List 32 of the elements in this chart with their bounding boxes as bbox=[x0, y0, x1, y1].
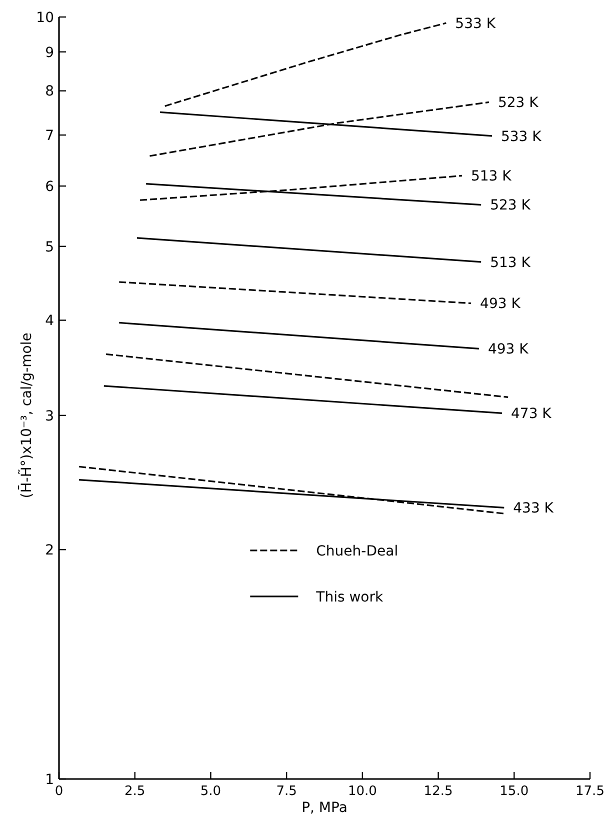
x-tick-label: 10.0 bbox=[348, 784, 377, 799]
annotation: 433 K bbox=[513, 500, 554, 517]
annotation: 493 K bbox=[488, 342, 530, 358]
annotation: 493 K bbox=[480, 296, 522, 312]
annotation: 513 K bbox=[490, 254, 532, 271]
x-tick-label: 15.0 bbox=[500, 784, 529, 799]
annotation: 533 K bbox=[455, 16, 496, 32]
y-tick-label: 3 bbox=[45, 408, 54, 424]
annotation: 473 K bbox=[511, 406, 552, 422]
y-tick-label: 2 bbox=[45, 542, 54, 559]
y-tick-label: 9 bbox=[45, 44, 54, 61]
x-axis-title: P, MPa bbox=[302, 800, 348, 816]
x-tick-label: 2.5 bbox=[124, 784, 146, 799]
y-tick-label: 7 bbox=[45, 128, 54, 144]
annotation: 523 K bbox=[498, 95, 540, 112]
annotation: 513 K bbox=[470, 168, 512, 185]
annotation: 533 K bbox=[500, 128, 542, 145]
y-tick-label: 8 bbox=[45, 84, 54, 100]
legend-label: Chueh-Deal bbox=[316, 543, 398, 560]
legend-label: This work bbox=[315, 589, 384, 606]
annotation: 523 K bbox=[490, 198, 532, 214]
x-tick-label: 7.5 bbox=[276, 784, 297, 799]
y-tick-label: 10 bbox=[36, 10, 54, 26]
y-tick-label: 5 bbox=[45, 239, 54, 256]
y-tick-label: 1 bbox=[45, 772, 54, 788]
x-tick-label: 12.5 bbox=[424, 784, 453, 799]
y-axis-title: (H̄-H̃°)x10⁻³, cal/g-mole bbox=[17, 332, 35, 498]
x-tick-label: 5.0 bbox=[200, 784, 222, 799]
x-tick-label: 0 bbox=[54, 784, 64, 799]
y-tick-label: 4 bbox=[45, 313, 54, 330]
y-tick-label: 6 bbox=[45, 178, 54, 195]
x-tick-label: 17.5 bbox=[576, 784, 604, 799]
